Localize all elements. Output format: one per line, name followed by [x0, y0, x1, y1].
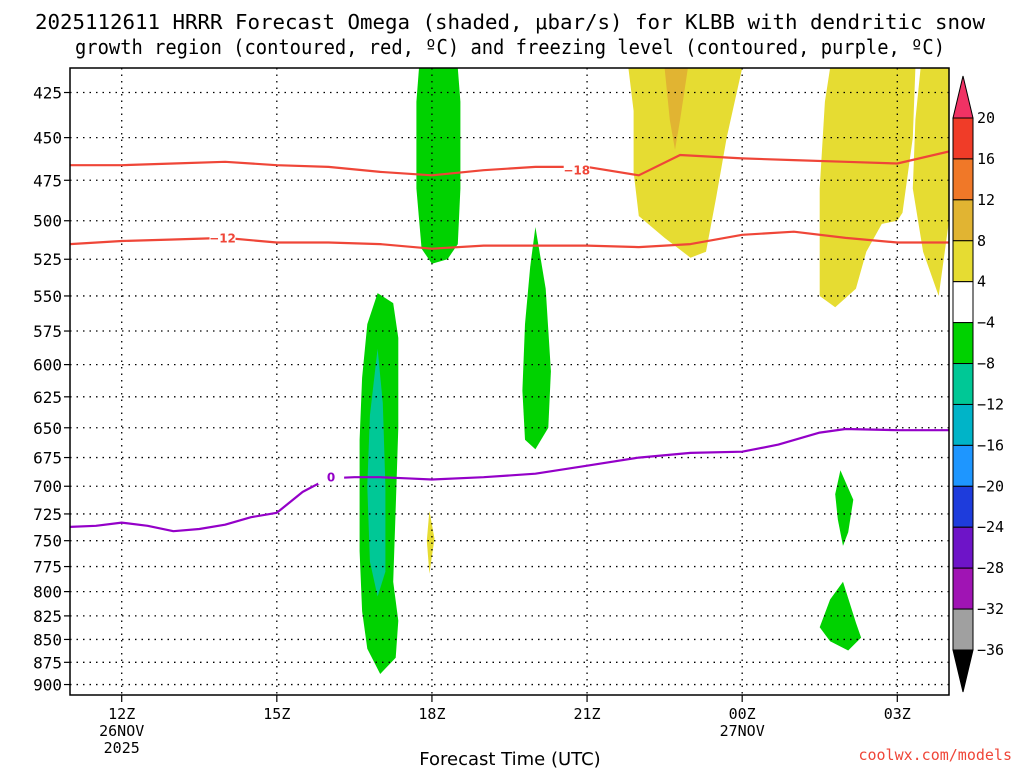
y-tick-label: 750: [33, 532, 62, 551]
colorbar-label: 8: [977, 232, 986, 250]
chart-title-line2: growth region (contoured, red, ºC) and f…: [75, 35, 945, 59]
dgz-minus-18-label: −18: [563, 164, 590, 178]
chart-title-line1: 2025112611 HRRR Forecast Omega (shaded, …: [35, 10, 986, 34]
x-tick-year: 2025: [104, 739, 140, 757]
omega-yellow-04z: [912, 68, 949, 296]
colorbar-label: −20: [977, 477, 1004, 495]
x-tick-label: 00Z: [729, 705, 756, 723]
colorbar-band: [952, 403, 974, 446]
colorbar-label: −12: [977, 395, 1004, 413]
colorbar-band: [952, 322, 974, 365]
colorbar-band: [952, 485, 974, 528]
y-tick-label: 650: [33, 419, 62, 438]
y-tick-label: 575: [33, 322, 62, 341]
dgz-minus-18-line: [70, 150, 949, 177]
plot-area: [70, 68, 949, 695]
colorbar-label: −28: [977, 559, 1004, 577]
y-tick-label: 625: [33, 388, 62, 407]
colorbar-band: [952, 117, 974, 160]
colorbar-band: [952, 444, 974, 487]
omega-green-upper-18z: [416, 68, 461, 264]
omega-green-0130z-low: [819, 581, 862, 651]
y-tick-label: 500: [33, 212, 62, 231]
colorbar-bottom-arrow: [952, 649, 974, 693]
x-tick-label: 03Z: [884, 705, 911, 723]
x-tick-label: 21Z: [574, 705, 601, 723]
omega-yellow-1755z: [426, 510, 435, 574]
y-tick-label: 775: [33, 558, 62, 577]
colorbar-band: [952, 281, 974, 324]
credit-text: coolwx.com/models: [858, 746, 1012, 764]
dgz-minus-12-label: −12: [209, 231, 236, 245]
omega-yellow-02z: [819, 68, 916, 308]
colorbar-band: [952, 363, 974, 405]
y-tick-label: 525: [33, 250, 62, 269]
plot-frame: [69, 67, 950, 696]
y-tick-label: 450: [33, 129, 62, 148]
colorbar-band: [952, 240, 974, 283]
freezing-0-label: 0: [327, 471, 335, 485]
colorbar-label: 4: [977, 273, 986, 291]
y-tick-label: 425: [33, 84, 62, 103]
colorbar: 20 16 12 8 4 −4 −8 −12 −16 −20 −24 −28 −32 −36: [952, 75, 1004, 693]
y-tick-label: 900: [33, 676, 62, 695]
dgz-minus-18-label-bg: [563, 163, 590, 178]
y-tick-label: 700: [33, 477, 62, 496]
omega-green-0130z-mid: [835, 470, 854, 546]
y-tick-label: 875: [33, 653, 62, 672]
y-tick-label: 725: [33, 505, 62, 524]
freezing-0-line: [70, 427, 949, 533]
colorbar-label: −4: [977, 314, 995, 332]
colorbar-label: −8: [977, 355, 995, 373]
x-tick-date: 26NOV: [99, 722, 144, 740]
omega-orange-22z: [664, 68, 688, 150]
x-tick-label: 18Z: [418, 705, 445, 723]
colorbar-label: −36: [977, 641, 1004, 659]
colorbar-label: 12: [977, 191, 995, 209]
colorbar-band: [952, 567, 974, 610]
ground-layer: [70, 698, 1001, 729]
y-tick-label: 550: [33, 287, 62, 306]
y-tick-label: 675: [33, 449, 62, 468]
colorbar-band: [952, 158, 974, 201]
dgz-minus-12-label-bg: [209, 230, 236, 245]
x-tick-date: 27NOV: [720, 722, 765, 740]
x-tick-label: 15Z: [263, 705, 290, 723]
colorbar-label: −32: [977, 600, 1004, 618]
contours: −18 −12 0: [70, 150, 949, 533]
x-tick-label: 12Z: [108, 705, 135, 723]
y-tick-label: 850: [33, 630, 62, 649]
y-tick-label: 475: [33, 171, 62, 190]
colorbar-label: 16: [977, 150, 995, 168]
omega-teal-17z: [367, 348, 386, 597]
y-tick-label: 825: [33, 607, 62, 626]
ground-surface: [70, 698, 1001, 729]
y-tick-label: 600: [33, 356, 62, 375]
freezing-0-label-bg: [318, 470, 345, 485]
colorbar-band: [952, 526, 974, 569]
y-tick-label: 800: [33, 583, 62, 602]
colorbar-label: −24: [977, 518, 1004, 536]
colorbar-label: 20: [977, 109, 995, 127]
colorbar-label: −16: [977, 436, 1004, 454]
omega-yellow-22z: [628, 68, 743, 258]
y-axis: 425 450 475 500 525 550 575 600 625 650 675 700 725 7…: [33, 84, 70, 695]
colorbar-band: [952, 199, 974, 242]
colorbar-top-arrow: [952, 75, 974, 119]
omega-shading: [359, 68, 949, 674]
omega-green-1930z: [522, 227, 551, 450]
colorbar-band: [952, 608, 974, 651]
x-axis-label: Forecast Time (UTC): [419, 749, 600, 768]
